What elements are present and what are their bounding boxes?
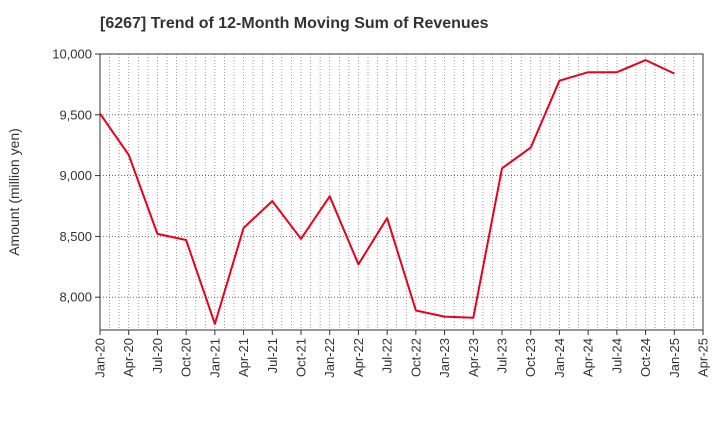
x-tick-label: Jul-21 bbox=[265, 338, 280, 373]
x-tick-label: Apr-22 bbox=[351, 338, 366, 377]
x-tick-label: Oct-23 bbox=[523, 338, 538, 377]
y-tick-label: 10,000 bbox=[52, 47, 92, 62]
y-tick-label: 9,500 bbox=[59, 107, 92, 122]
x-tick-label: Apr-24 bbox=[581, 338, 596, 377]
x-tick-label: Apr-21 bbox=[236, 338, 251, 377]
plot-frame bbox=[99, 53, 704, 331]
x-tick-label: Jul-20 bbox=[150, 338, 165, 373]
x-tick-label: Jan-21 bbox=[207, 338, 222, 378]
y-tick-label: 8,500 bbox=[59, 229, 92, 244]
x-tick-label: Oct-24 bbox=[638, 338, 653, 377]
x-tick-label: Jan-23 bbox=[437, 338, 452, 378]
x-tick-label: Jan-22 bbox=[322, 338, 337, 378]
x-tick-label: Apr-23 bbox=[466, 338, 481, 377]
y-tick-label: 8,000 bbox=[59, 290, 92, 305]
ytick-layer: 8,000 8,500 9,000 9,500 10,000 bbox=[52, 47, 100, 305]
x-tick-label: Jan-20 bbox=[93, 338, 108, 378]
x-tick-label: Jan-24 bbox=[552, 338, 567, 378]
chart-title: [6267] Trend of 12-Month Moving Sum of R… bbox=[100, 15, 489, 32]
x-tick-label: Apr-25 bbox=[696, 338, 711, 377]
x-tick-label: Jul-24 bbox=[609, 338, 624, 373]
x-tick-label: Oct-20 bbox=[179, 338, 194, 377]
x-tick-label: Jan-25 bbox=[667, 338, 682, 378]
x-tick-label: Oct-21 bbox=[294, 338, 309, 377]
line-layer bbox=[99, 59, 675, 325]
x-tick-label: Oct-22 bbox=[408, 338, 423, 377]
xtick-layer: Jan-20 Apr-20 Jul-20 Oct-20 Jan-21 Apr-21 Jul-… bbox=[93, 330, 711, 378]
x-tick-label: Apr-20 bbox=[121, 338, 136, 377]
series-line bbox=[99, 59, 675, 325]
x-tick-label: Jul-23 bbox=[495, 338, 510, 373]
y-tick-label: 9,000 bbox=[59, 168, 92, 183]
x-tick-label: Jul-22 bbox=[380, 338, 395, 373]
y-axis-label: Amount (million yen) bbox=[6, 128, 22, 256]
grid-layer bbox=[100, 53, 703, 330]
